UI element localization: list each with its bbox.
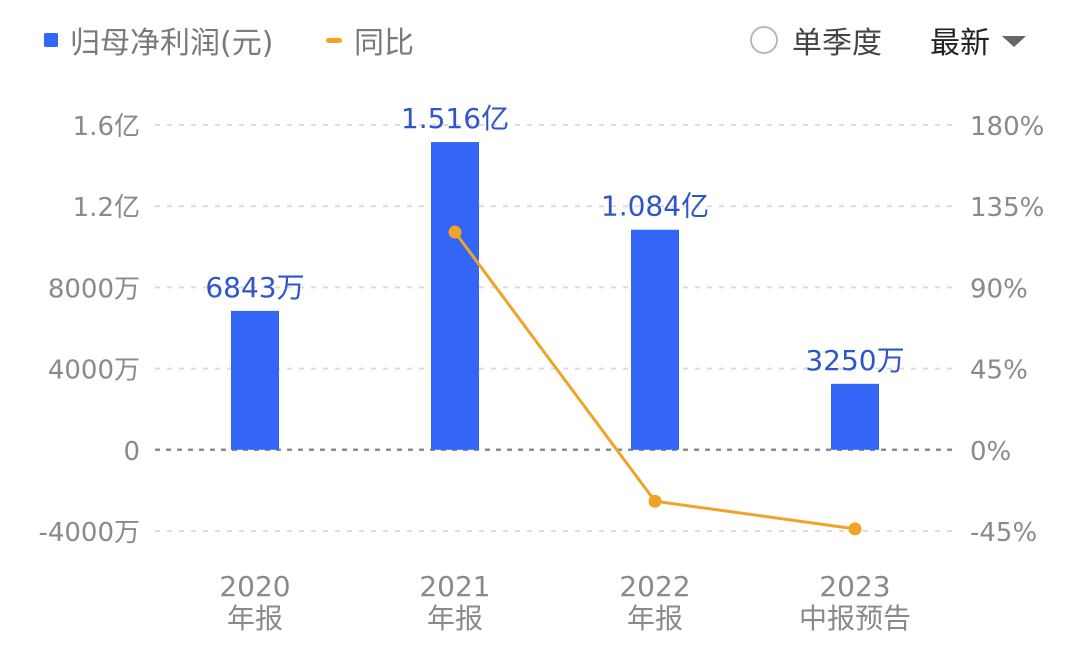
legend-label-profit: 归母净利润(元) bbox=[70, 26, 274, 61]
legend-label-yoy: 同比 bbox=[354, 26, 414, 61]
y-right-tick-label: -45% bbox=[970, 518, 1037, 548]
bar bbox=[831, 383, 879, 450]
y-right-tick-label: 180% bbox=[970, 112, 1044, 142]
y-right-tick-label: 135% bbox=[970, 193, 1044, 223]
y-left-tick-label: -4000万 bbox=[38, 518, 140, 548]
bar-value-label: 6843万 bbox=[205, 271, 304, 304]
bar-value-label: 3250万 bbox=[805, 344, 904, 377]
legend-swatch-bar bbox=[44, 33, 58, 47]
y-right-tick-label: 90% bbox=[970, 274, 1028, 304]
bar bbox=[631, 229, 679, 450]
yoy-point bbox=[448, 225, 462, 239]
period-dropdown[interactable]: 最新 bbox=[930, 18, 1026, 62]
x-tick-label-type: 年报 bbox=[627, 602, 683, 635]
y-right-tick-label: 0% bbox=[970, 437, 1011, 467]
single-quarter-label: 单季度 bbox=[792, 26, 882, 61]
single-quarter-toggle[interactable]: 单季度 bbox=[750, 18, 882, 62]
y-left-tick-label: 1.6亿 bbox=[73, 112, 140, 142]
bar bbox=[431, 142, 479, 450]
yoy-point bbox=[848, 522, 862, 536]
y-left-tick-label: 8000万 bbox=[48, 274, 140, 304]
y-left-tick-label: 1.2亿 bbox=[73, 193, 140, 223]
chart-header: 归母净利润(元) 同比 单季度 最新 bbox=[0, 0, 1080, 80]
x-tick-label-year: 2020 bbox=[219, 570, 290, 603]
yoy-point bbox=[648, 494, 662, 508]
x-tick-label-type: 年报 bbox=[427, 602, 483, 635]
x-tick-label-year: 2023 bbox=[819, 570, 890, 603]
y-right-tick-label: 45% bbox=[970, 356, 1028, 386]
legend-swatch-line bbox=[326, 37, 342, 43]
y-left-tick-label: 0 bbox=[123, 437, 140, 467]
period-dropdown-value: 最新 bbox=[930, 26, 990, 61]
x-tick-label-type: 年报 bbox=[227, 602, 283, 635]
legend-item-profit[interactable]: 归母净利润(元) bbox=[44, 18, 273, 62]
x-tick-label-year: 2021 bbox=[419, 570, 490, 603]
bar-value-label: 1.516亿 bbox=[401, 102, 509, 135]
x-tick-label-year: 2022 bbox=[619, 570, 690, 603]
legend-item-yoy[interactable]: 同比 bbox=[326, 18, 414, 62]
x-tick-label-type: 中报预告 bbox=[799, 602, 911, 635]
bar-value-label: 1.084亿 bbox=[601, 190, 709, 223]
radio-circle-icon[interactable] bbox=[750, 26, 778, 54]
chevron-down-icon bbox=[1002, 35, 1026, 47]
bar bbox=[231, 310, 279, 450]
y-left-tick-label: 4000万 bbox=[48, 356, 140, 386]
